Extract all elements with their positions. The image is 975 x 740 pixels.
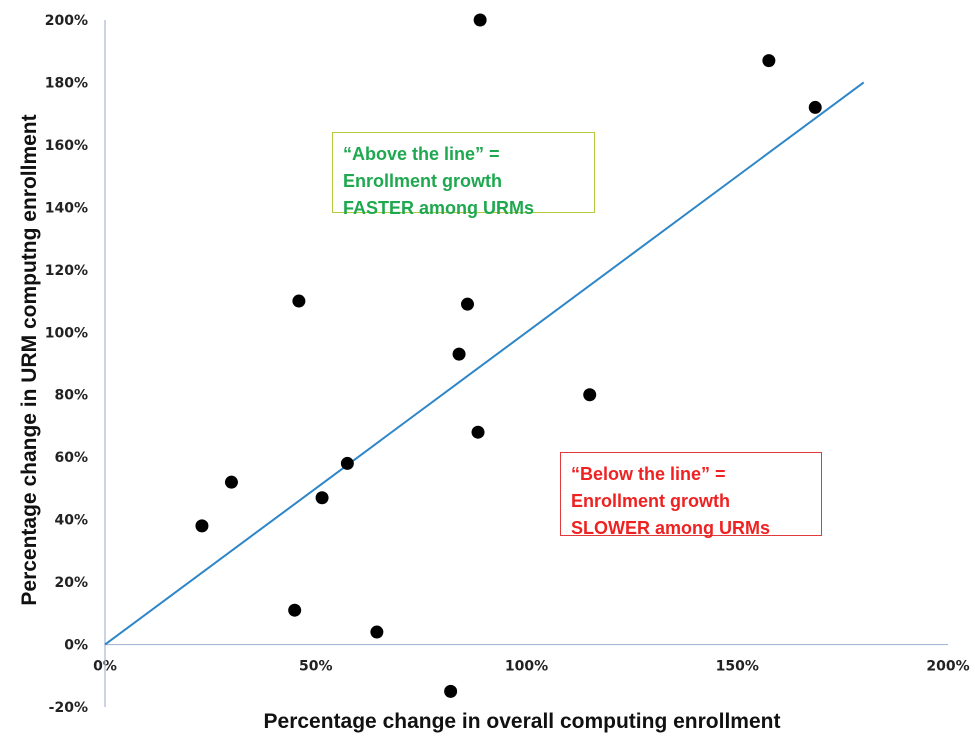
y-tick-label: 60%: [54, 450, 88, 466]
data-point: [444, 684, 458, 698]
data-point: [370, 625, 384, 639]
y-tick-label: 120%: [45, 263, 88, 279]
data-point: [762, 54, 776, 68]
above-line-text-2: Enrollment growth: [343, 171, 502, 191]
y-tick-label: 180%: [45, 75, 88, 91]
y-tick-label: 140%: [45, 200, 88, 216]
data-points: [195, 13, 822, 698]
data-point: [224, 475, 238, 489]
y-tick-label: 200%: [45, 13, 88, 29]
data-point: [288, 603, 302, 617]
below-line-text-2: Enrollment growth: [571, 491, 730, 511]
below-line-text-3: SLOWER among URMs: [571, 518, 771, 538]
below-line-text-1: “Below the line” =: [571, 464, 726, 484]
y-tick-label: 100%: [45, 325, 88, 341]
y-tick-label: 40%: [54, 513, 88, 529]
data-point: [583, 388, 597, 402]
equality-reference-line: [104, 81, 865, 646]
data-point: [452, 347, 466, 361]
data-point: [292, 294, 306, 308]
x-tick-label: 200%: [926, 659, 969, 675]
x-tick-label: 100%: [505, 659, 548, 675]
above-line-text-1: “Above the line” =: [343, 144, 500, 164]
x-tick-label: 150%: [716, 659, 759, 675]
y-tick-label: -20%: [49, 700, 88, 716]
x-tick-label: 50%: [299, 659, 333, 675]
y-axis-ticks: -20% 0% 20% 40% 60% 80% 100% 120% 140% 160% 180% 20…: [45, 13, 88, 716]
x-axis-ticks: 0% 50% 100% 150% 200%: [93, 659, 970, 675]
data-point: [315, 491, 329, 505]
data-point: [808, 100, 822, 114]
x-axis-title: Percentage change in overall computing e…: [264, 710, 781, 733]
y-tick-label: 0%: [64, 638, 88, 654]
data-point: [460, 297, 474, 311]
data-point: [195, 519, 209, 533]
below-line-annotation: “Below the line” = Enrollment growth SLO…: [560, 452, 822, 538]
above-line-text-3: FASTER among URMs: [343, 198, 535, 218]
above-line-annotation: “Above the line” = Enrollment growth FAS…: [332, 132, 595, 218]
data-point: [473, 13, 487, 27]
data-point: [471, 425, 485, 439]
y-tick-label: 80%: [54, 388, 88, 404]
data-point: [340, 456, 354, 470]
y-tick-label: 160%: [45, 138, 88, 154]
y-tick-label: 20%: [54, 575, 88, 591]
y-axis-title: Percentage change in URM computng enroll…: [18, 114, 41, 605]
